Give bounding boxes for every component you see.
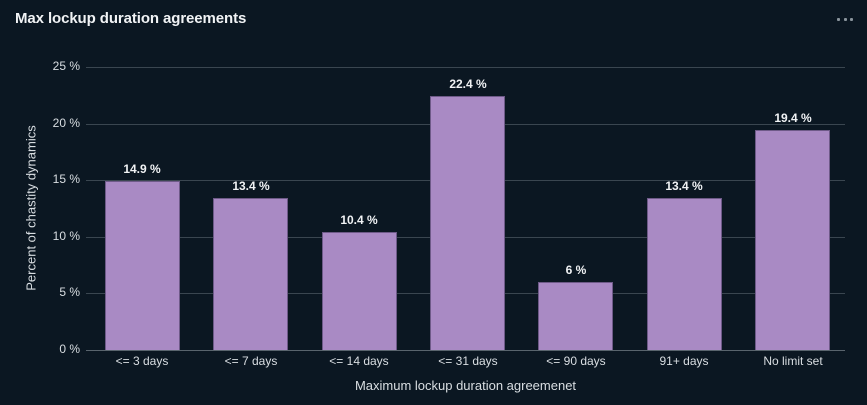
bar[interactable] [538,282,613,350]
x-tick-label: 91+ days [659,354,709,368]
more-options-button[interactable] [834,10,856,28]
x-axis-baseline [86,350,845,351]
bar-value-label: 13.4 % [232,179,270,193]
y-axis-label: Percent of chastity dynamics [23,125,39,291]
bar[interactable] [322,232,397,350]
y-tick-label: 5 % [59,285,80,299]
y-tick-label: 0 % [59,342,80,356]
bar-value-label: 22.4 % [449,77,487,91]
ellipsis-dot-icon [837,17,840,21]
ellipsis-dot-icon [843,17,847,21]
chart-title: Max lockup duration agreements [15,10,247,27]
y-tick-label: 20 % [52,116,80,130]
y-tick-label: 15 % [52,172,80,186]
x-axis-label: Maximum lockup duration agreemenet [354,378,577,393]
bar[interactable] [647,198,722,350]
bar[interactable] [430,96,505,350]
y-tick-label: 10 % [52,229,80,243]
x-tick-label: <= 31 days [438,354,498,368]
ellipsis-dot-icon [850,17,853,21]
y-tick-label: 25 % [52,59,80,73]
bar[interactable] [105,181,180,350]
bar-value-label: 10.4 % [340,213,378,227]
x-tick-label: <= 7 days [224,354,278,368]
gridline [86,67,845,68]
bar[interactable] [755,130,830,350]
x-tick-label: <= 3 days [115,354,169,368]
bar-value-label: 19.4 % [774,111,812,125]
bar-value-label: 14.9 % [123,162,161,176]
bar[interactable] [213,198,288,350]
bar-value-label: 6 % [565,263,587,277]
bar-value-label: 13.4 % [665,179,703,193]
x-tick-label: <= 90 days [546,354,606,368]
x-tick-label: <= 14 days [329,354,389,368]
x-tick-label: No limit set [763,354,823,368]
